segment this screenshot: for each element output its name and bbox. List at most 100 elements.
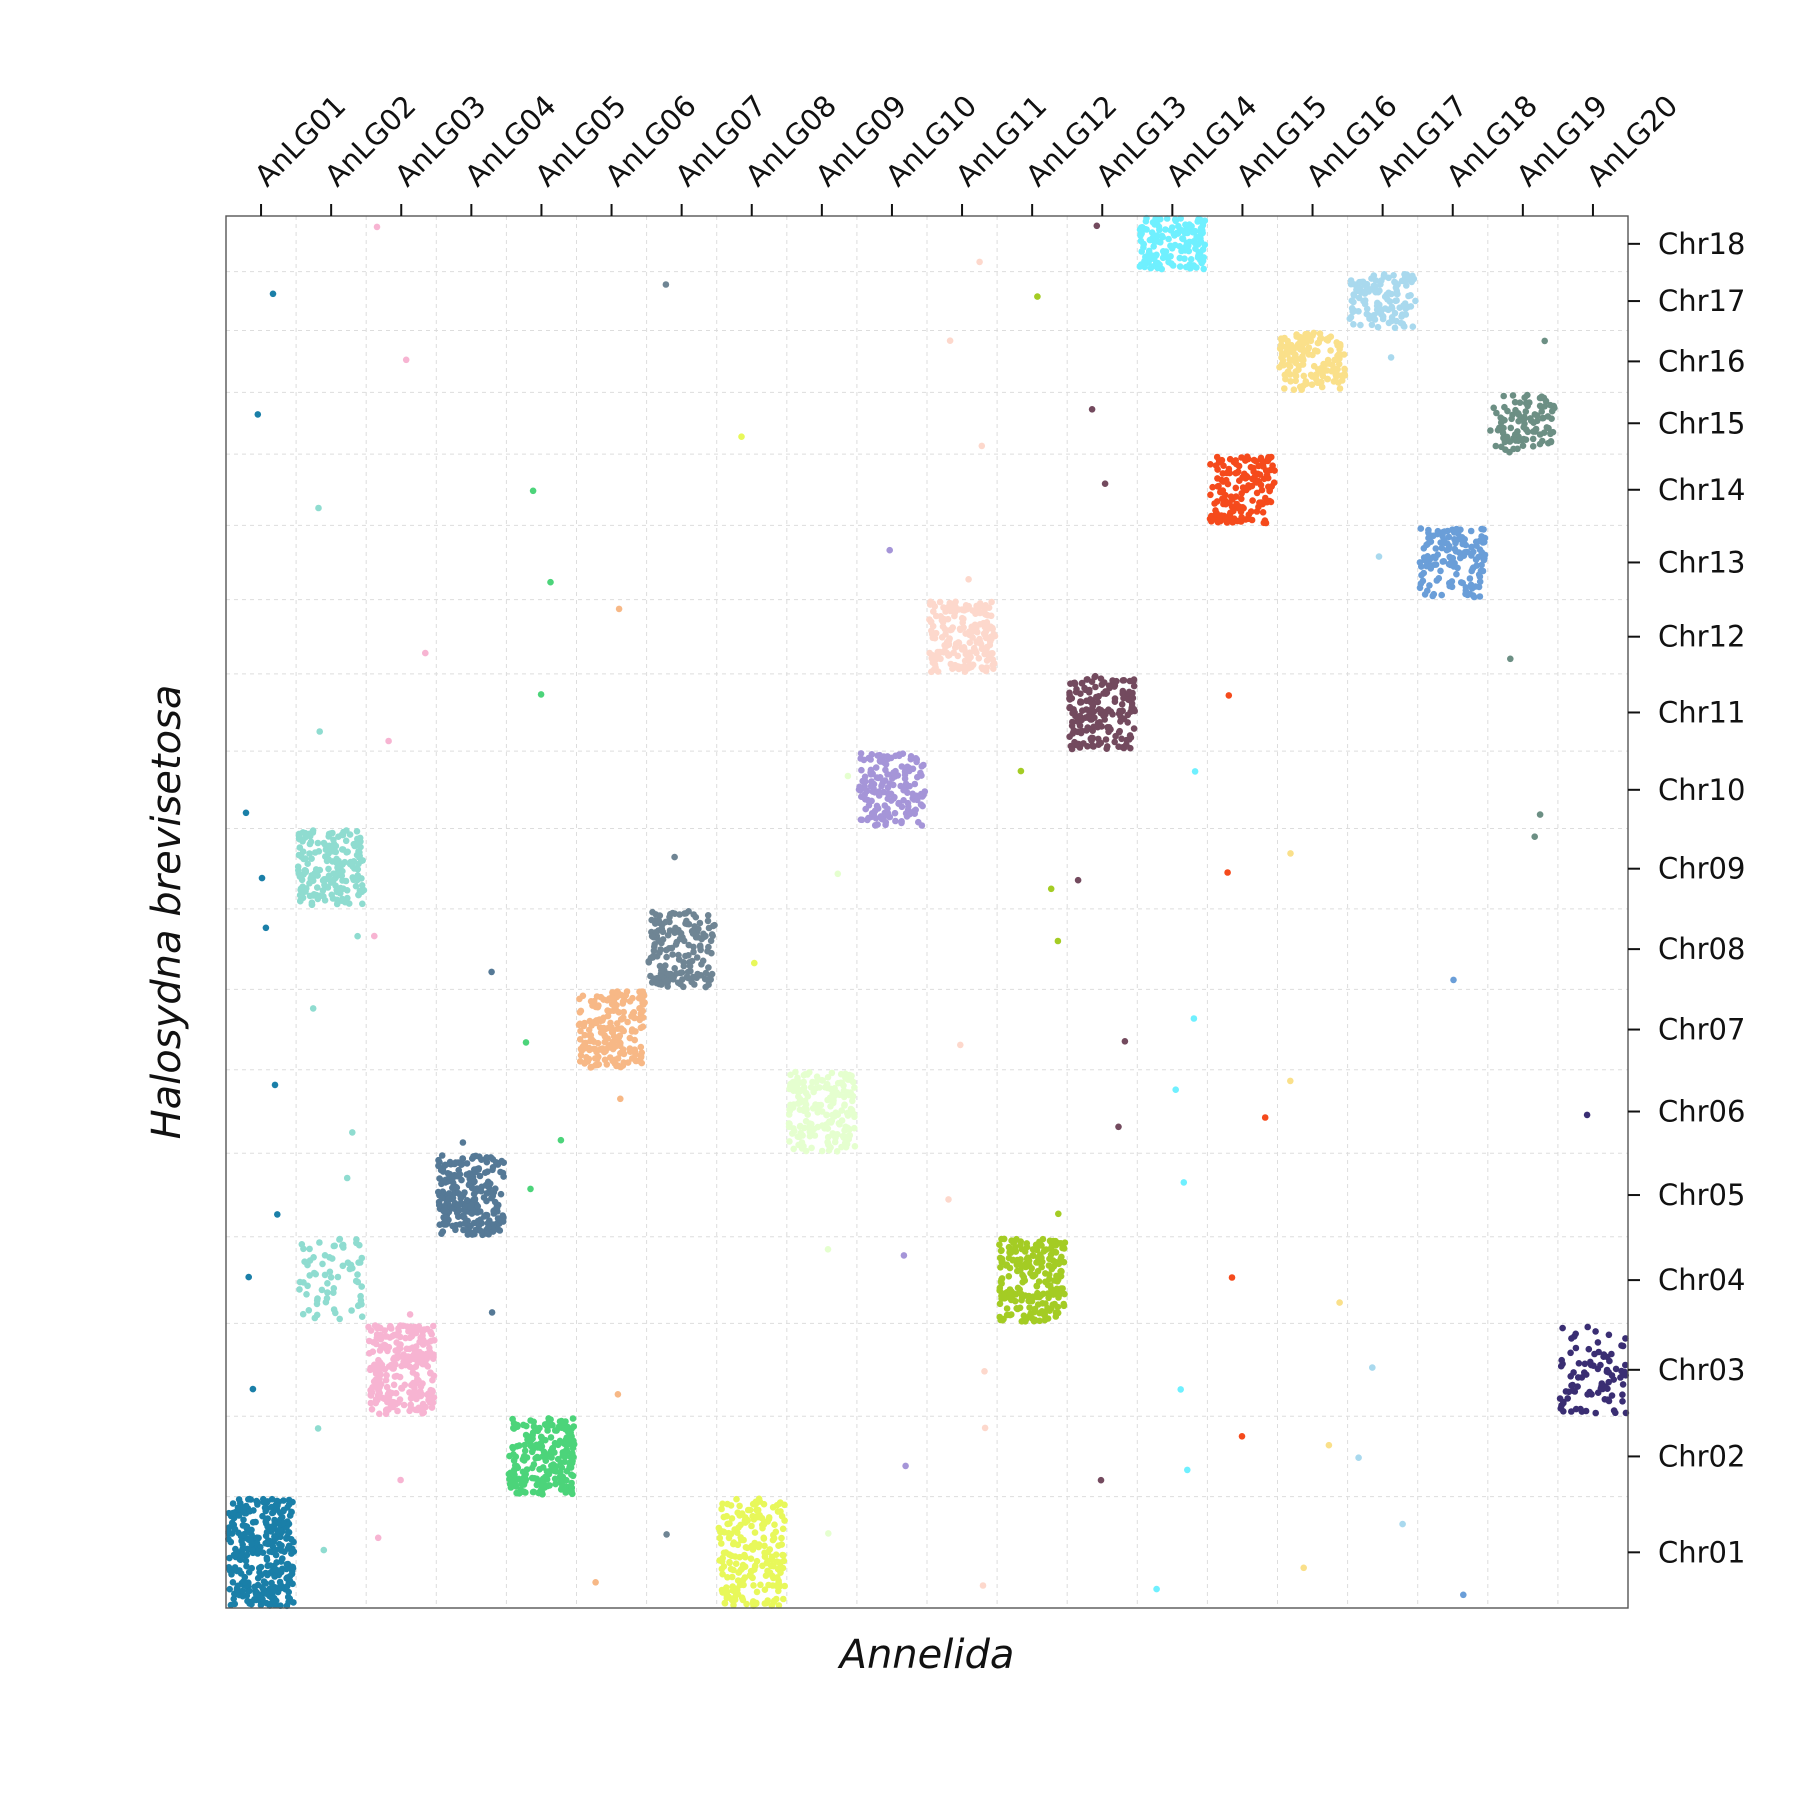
data-point xyxy=(284,1593,292,1601)
data-point xyxy=(813,1078,820,1086)
data-point xyxy=(371,1361,378,1369)
data-point xyxy=(459,1155,466,1162)
data-point xyxy=(601,1056,609,1064)
plot-frame xyxy=(225,215,1629,1609)
data-point xyxy=(330,1289,337,1296)
data-point xyxy=(1046,1255,1053,1263)
data-point xyxy=(411,1347,419,1354)
data-point xyxy=(326,1268,334,1276)
data-point xyxy=(372,1399,380,1407)
data-point xyxy=(662,962,669,969)
data-point xyxy=(651,941,658,948)
data-point xyxy=(1192,245,1199,252)
data-point xyxy=(1475,553,1482,561)
data-point xyxy=(761,1586,769,1593)
data-point xyxy=(1568,1408,1575,1415)
outlier-point xyxy=(902,1462,909,1470)
data-point xyxy=(1478,561,1485,569)
data-point xyxy=(1023,1240,1031,1247)
data-point xyxy=(1284,337,1291,345)
data-point xyxy=(1594,1365,1602,1373)
data-point xyxy=(531,1442,538,1450)
data-point xyxy=(1348,305,1356,312)
data-point xyxy=(920,791,927,799)
data-point xyxy=(561,1458,568,1465)
data-point xyxy=(831,1138,839,1146)
data-point xyxy=(482,1169,489,1176)
data-point xyxy=(798,1139,806,1146)
data-point xyxy=(671,929,678,936)
data-point xyxy=(1292,368,1300,375)
data-point xyxy=(330,836,337,844)
data-point xyxy=(882,761,890,768)
data-point xyxy=(1290,386,1298,394)
data-point xyxy=(1466,575,1474,582)
data-point xyxy=(1236,477,1243,485)
data-point xyxy=(838,1117,846,1124)
data-point xyxy=(358,1283,366,1290)
data-point xyxy=(1338,372,1345,380)
data-point xyxy=(1429,592,1436,600)
data-point xyxy=(733,1495,740,1503)
data-point xyxy=(1130,725,1138,732)
data-point xyxy=(1050,1237,1057,1245)
outlier-point xyxy=(315,504,322,512)
data-point xyxy=(333,900,341,908)
data-point xyxy=(369,1384,376,1391)
data-point xyxy=(541,1473,549,1481)
data-point xyxy=(844,1089,851,1096)
outlier-point xyxy=(663,1531,670,1538)
data-point xyxy=(289,1563,297,1571)
data-point xyxy=(1292,377,1299,385)
data-point xyxy=(300,1245,307,1253)
data-point xyxy=(347,1261,355,1269)
data-point xyxy=(1013,1305,1020,1312)
data-point xyxy=(1152,218,1159,225)
data-point xyxy=(1052,1288,1059,1295)
data-point xyxy=(717,1528,724,1536)
data-point xyxy=(1391,278,1398,286)
data-point xyxy=(1419,577,1427,585)
data-point xyxy=(1539,414,1546,422)
data-point xyxy=(243,1562,250,1570)
data-point xyxy=(521,1457,528,1464)
outlier-point xyxy=(258,874,266,882)
data-point xyxy=(1622,1361,1629,1369)
data-point xyxy=(1218,456,1226,464)
data-point xyxy=(964,665,972,672)
data-point xyxy=(1097,675,1105,682)
outlier-point xyxy=(834,870,842,878)
data-point xyxy=(401,1356,408,1364)
data-point xyxy=(313,1311,321,1319)
data-point xyxy=(911,780,919,788)
data-point xyxy=(1350,321,1357,328)
data-point xyxy=(474,1203,482,1210)
data-point xyxy=(419,1380,426,1387)
data-point xyxy=(1137,232,1144,239)
data-point xyxy=(1226,499,1233,507)
outlier-point xyxy=(320,1546,328,1554)
data-point xyxy=(329,858,336,865)
outlier-point xyxy=(1121,1038,1129,1045)
data-point xyxy=(457,1195,465,1202)
data-point xyxy=(1162,226,1169,233)
data-point xyxy=(585,1055,593,1063)
data-point xyxy=(355,1302,363,1309)
data-point xyxy=(707,937,715,945)
data-point xyxy=(522,1471,529,1478)
data-point xyxy=(314,884,321,891)
data-point xyxy=(1146,236,1154,244)
data-point xyxy=(1515,417,1522,425)
data-point xyxy=(1112,732,1119,740)
data-point xyxy=(1265,454,1272,461)
data-point xyxy=(952,598,959,606)
data-point xyxy=(764,1518,771,1525)
y-tick-label: Chr10 xyxy=(1658,773,1745,807)
data-point xyxy=(898,763,906,770)
data-point xyxy=(391,1373,399,1380)
data-point xyxy=(246,1600,253,1607)
data-point xyxy=(1197,216,1204,224)
data-point xyxy=(1051,1277,1058,1284)
data-point xyxy=(1361,297,1369,304)
data-point xyxy=(351,842,359,850)
